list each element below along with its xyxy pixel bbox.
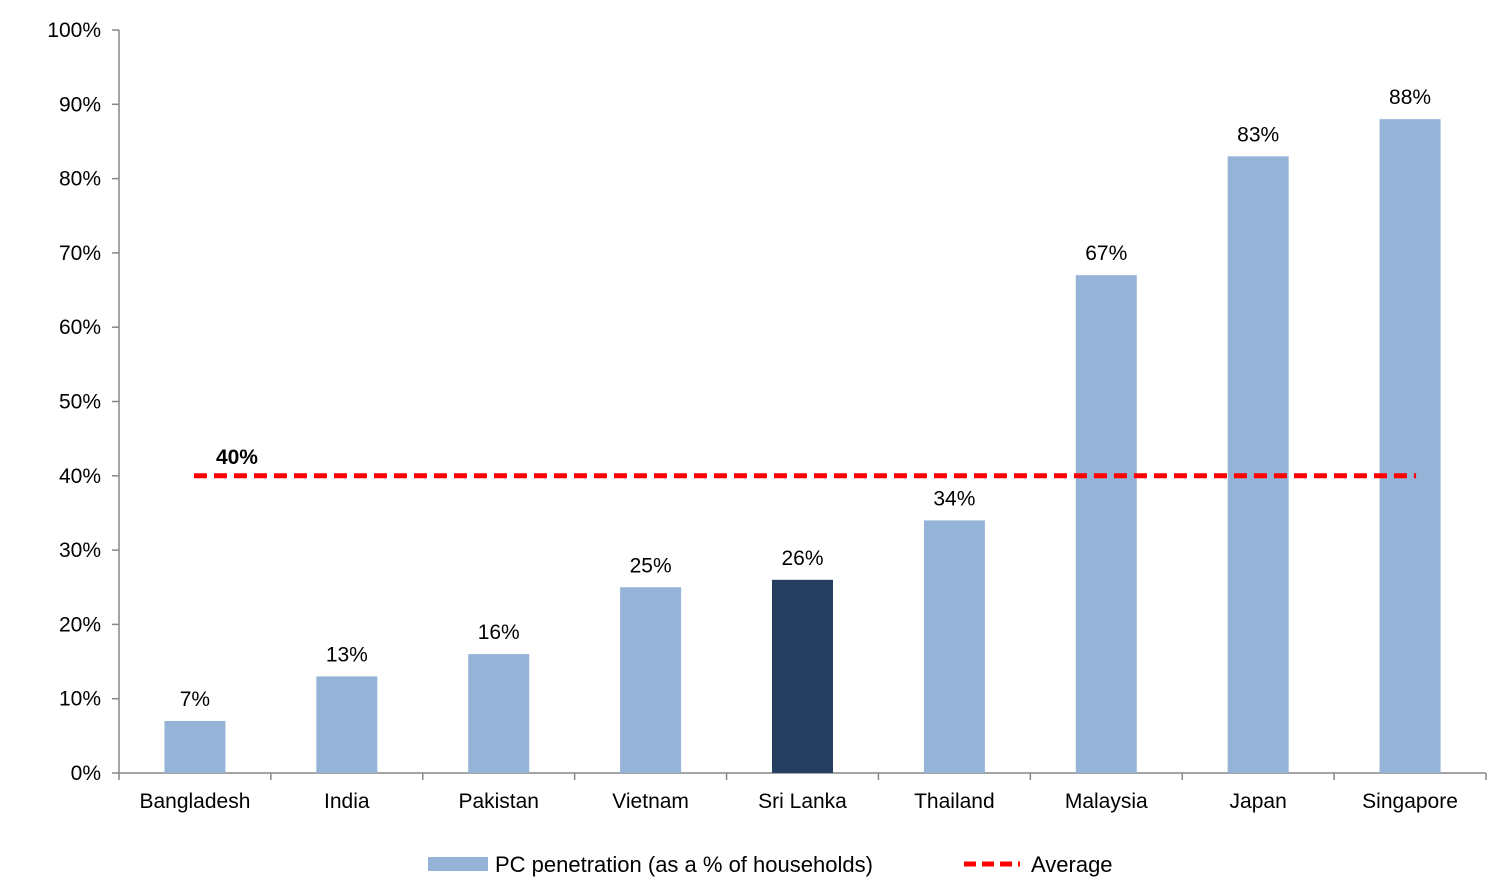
data-labels: 7% 13% 16% 25% 26% 34% 67% 83% 88% xyxy=(180,86,1431,711)
data-label: 25% xyxy=(630,554,672,577)
x-category-label: Japan xyxy=(1230,790,1287,813)
data-label: 88% xyxy=(1389,86,1431,109)
bar-bangladesh xyxy=(164,720,226,773)
x-category-label: Vietnam xyxy=(612,790,689,813)
bar-series xyxy=(164,119,1441,773)
data-label: 67% xyxy=(1085,242,1127,265)
bar-india xyxy=(316,676,378,773)
y-tick-label: 100% xyxy=(47,19,101,42)
bar-singapore xyxy=(1379,119,1441,773)
bar-malaysia xyxy=(1075,275,1137,773)
average-line-label: 40% xyxy=(216,446,258,469)
bar-thailand xyxy=(923,520,985,773)
data-label: 34% xyxy=(933,487,975,510)
y-tick-label: 40% xyxy=(59,465,101,488)
legend-swatch-pc-penetration xyxy=(428,857,488,871)
bar-pakistan xyxy=(468,654,530,773)
y-tick-label: 90% xyxy=(59,93,101,116)
data-label: 16% xyxy=(478,621,520,644)
data-label: 7% xyxy=(180,688,210,711)
data-label: 13% xyxy=(326,643,368,666)
bar-vietnam xyxy=(620,587,682,773)
legend: PC penetration (as a % of households) Av… xyxy=(428,852,1113,877)
y-tick-label: 20% xyxy=(59,613,101,636)
y-tick-label: 80% xyxy=(59,168,101,191)
y-tick-label: 50% xyxy=(59,391,101,414)
x-category-label: Bangladesh xyxy=(139,790,250,813)
y-tick-label: 0% xyxy=(71,762,101,785)
y-tick-label: 10% xyxy=(59,688,101,711)
bar-japan xyxy=(1227,156,1289,773)
y-tick-label: 60% xyxy=(59,316,101,339)
bar-sri-lanka xyxy=(772,579,833,773)
average-line-group: 40% xyxy=(193,446,1417,479)
data-label: 83% xyxy=(1237,123,1279,146)
x-category-label: Singapore xyxy=(1362,790,1458,813)
x-axis: Bangladesh India Pakistan Vietnam Sri Lanka T… xyxy=(118,772,1487,813)
data-label: 26% xyxy=(781,547,823,570)
x-category-label: Thailand xyxy=(914,790,995,813)
y-axis: 0% 10% 20% 30% 40% 50% 60% 70% 80% 90% 100% xyxy=(47,19,120,785)
x-category-label: Pakistan xyxy=(458,790,539,813)
legend-label-pc-penetration: PC penetration (as a % of households) xyxy=(495,852,873,877)
x-category-label: India xyxy=(324,790,370,813)
y-tick-label: 30% xyxy=(59,539,101,562)
legend-label-average: Average xyxy=(1031,852,1113,877)
x-category-label: Sri Lanka xyxy=(758,790,847,813)
y-tick-label: 70% xyxy=(59,242,101,265)
x-category-label: Malaysia xyxy=(1065,790,1148,813)
